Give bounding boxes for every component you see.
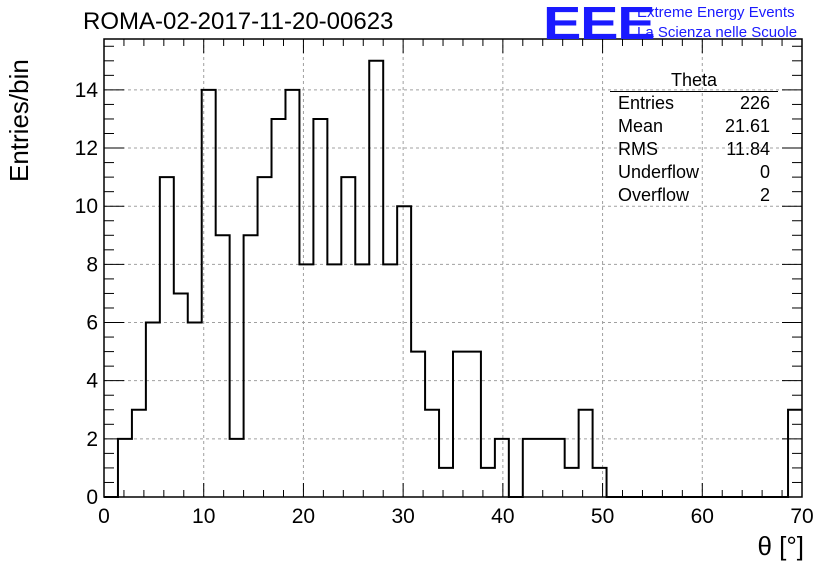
y-tick-label: 14 bbox=[75, 79, 99, 102]
x-tick-label: 20 bbox=[292, 505, 315, 528]
histogram-bin bbox=[467, 352, 481, 497]
histogram-bin bbox=[272, 119, 286, 497]
stats-value: 11.84 bbox=[726, 139, 770, 159]
logo-line-2: La Scienza nelle Scuole bbox=[637, 24, 798, 41]
histogram-bin bbox=[537, 439, 551, 497]
histogram-bin bbox=[383, 264, 397, 497]
logo-line-1: Extreme Energy Events bbox=[637, 4, 795, 21]
histogram-bin bbox=[174, 293, 188, 497]
stats-row-entries: Entries 226 bbox=[610, 92, 778, 115]
histogram-bin bbox=[244, 235, 258, 497]
x-tick-label: 60 bbox=[691, 505, 714, 528]
histogram-bin bbox=[132, 410, 146, 497]
x-tick-label: 0 bbox=[98, 505, 110, 528]
x-tick-label: 70 bbox=[790, 505, 813, 528]
stats-label: Overflow bbox=[618, 185, 690, 205]
histogram-bin bbox=[285, 90, 299, 497]
x-tick-label: 40 bbox=[491, 505, 514, 528]
stats-box: Theta Entries 226 Mean 21.61 RMS 11.84 U… bbox=[610, 70, 778, 207]
y-tick-label: 2 bbox=[86, 428, 98, 451]
histogram-bin bbox=[411, 352, 425, 497]
histogram-bin bbox=[202, 90, 216, 497]
stats-label: Entries bbox=[618, 93, 675, 113]
x-tick-label: 30 bbox=[391, 505, 414, 528]
histogram-bin bbox=[453, 352, 467, 497]
stats-label: Underflow bbox=[618, 162, 700, 182]
y-tick-label: 0 bbox=[86, 486, 98, 509]
stats-row-mean: Mean 21.61 bbox=[610, 115, 778, 138]
y-tick-label: 10 bbox=[75, 195, 98, 218]
y-axis-label: Entries/bin bbox=[4, 59, 34, 182]
stats-value: 226 bbox=[739, 93, 770, 113]
histogram-bin bbox=[788, 410, 802, 497]
histogram-bin bbox=[230, 439, 244, 497]
stats-value: 2 bbox=[759, 185, 770, 205]
histogram-bin bbox=[397, 206, 411, 497]
histogram-bin bbox=[327, 264, 341, 497]
histogram-bin bbox=[188, 323, 202, 497]
histogram-bin bbox=[565, 468, 579, 497]
x-axis-label: θ [°] bbox=[757, 531, 804, 561]
stats-value: 21.61 bbox=[724, 116, 770, 136]
stats-value: 0 bbox=[759, 162, 770, 182]
histogram-bin bbox=[495, 439, 509, 497]
stats-row-rms: RMS 11.84 bbox=[610, 138, 778, 161]
histogram-bin bbox=[369, 61, 383, 497]
histogram-bin bbox=[579, 410, 593, 497]
y-tick-label: 4 bbox=[86, 370, 98, 393]
histogram-bin bbox=[425, 410, 439, 497]
histogram-bin bbox=[313, 119, 327, 497]
histogram-bin bbox=[481, 468, 495, 497]
histogram-bin bbox=[593, 468, 607, 497]
stats-title: Theta bbox=[610, 70, 778, 92]
histogram-bin bbox=[258, 177, 272, 497]
histogram-bin bbox=[551, 439, 565, 497]
y-tick-label: 8 bbox=[86, 253, 98, 276]
histogram-bin bbox=[160, 177, 174, 497]
stats-label: Mean bbox=[618, 116, 664, 136]
x-tick-label: 50 bbox=[591, 505, 614, 528]
y-tick-label: 12 bbox=[75, 137, 98, 160]
chart-title: ROMA-02-2017-11-20-00623 bbox=[83, 8, 394, 35]
stats-row-underflow: Underflow 0 bbox=[610, 161, 778, 184]
histogram-bin bbox=[439, 468, 453, 497]
histogram-bin bbox=[299, 264, 313, 497]
histogram-bin bbox=[341, 177, 355, 497]
histogram-bin bbox=[146, 323, 160, 497]
stats-row-overflow: Overflow 2 bbox=[610, 184, 778, 207]
histogram-bin bbox=[355, 264, 369, 497]
eee-logo: EEE bbox=[543, 0, 656, 49]
stats-label: RMS bbox=[618, 139, 658, 159]
plot-frame bbox=[103, 38, 803, 498]
histogram-bin bbox=[118, 439, 132, 497]
y-tick-label: 6 bbox=[86, 312, 98, 335]
x-tick-label: 10 bbox=[192, 505, 215, 528]
histogram-bin bbox=[216, 235, 230, 497]
histogram-bin bbox=[523, 439, 537, 497]
